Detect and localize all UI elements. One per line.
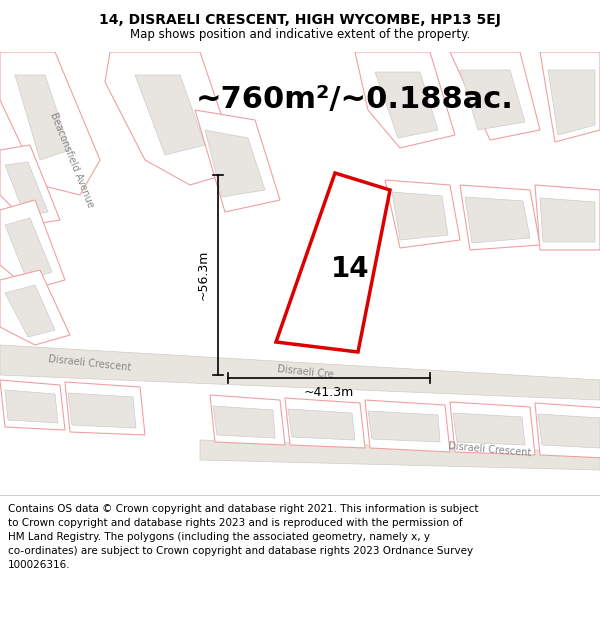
Polygon shape (15, 75, 70, 160)
Polygon shape (5, 285, 55, 337)
Text: Disraeli Cre: Disraeli Cre (277, 364, 334, 380)
Text: Beaconsfield Avenue: Beaconsfield Avenue (49, 111, 95, 209)
Polygon shape (285, 398, 365, 448)
Text: ~760m²/~0.188ac.: ~760m²/~0.188ac. (196, 85, 514, 114)
Polygon shape (465, 197, 530, 243)
Polygon shape (368, 411, 440, 442)
Polygon shape (205, 130, 265, 197)
Polygon shape (65, 382, 145, 435)
Polygon shape (450, 52, 540, 140)
Polygon shape (105, 52, 240, 185)
Polygon shape (355, 52, 455, 148)
Polygon shape (135, 75, 205, 155)
Polygon shape (540, 198, 595, 242)
Text: Disraeli Crescent: Disraeli Crescent (448, 441, 532, 459)
Polygon shape (68, 393, 136, 428)
Polygon shape (0, 52, 100, 195)
Text: Disraeli Crescent: Disraeli Crescent (48, 354, 132, 372)
Polygon shape (213, 406, 275, 438)
Text: Map shows position and indicative extent of the property.: Map shows position and indicative extent… (130, 28, 470, 41)
Polygon shape (365, 400, 450, 452)
Polygon shape (540, 52, 600, 142)
Text: ~41.3m: ~41.3m (304, 386, 354, 399)
Polygon shape (210, 395, 285, 445)
Polygon shape (0, 380, 65, 430)
Polygon shape (385, 180, 460, 248)
Text: 14: 14 (331, 255, 369, 283)
Polygon shape (538, 414, 600, 448)
Polygon shape (535, 185, 600, 250)
Polygon shape (375, 72, 438, 138)
Polygon shape (535, 403, 600, 458)
Polygon shape (288, 409, 355, 440)
Polygon shape (548, 70, 595, 135)
Polygon shape (276, 173, 390, 352)
Polygon shape (5, 162, 48, 216)
Polygon shape (0, 200, 65, 290)
Polygon shape (0, 145, 60, 225)
Polygon shape (5, 390, 58, 423)
Polygon shape (460, 70, 525, 130)
Text: Contains OS data © Crown copyright and database right 2021. This information is : Contains OS data © Crown copyright and d… (8, 504, 478, 569)
Polygon shape (460, 185, 540, 250)
Text: 14, DISRAELI CRESCENT, HIGH WYCOMBE, HP13 5EJ: 14, DISRAELI CRESCENT, HIGH WYCOMBE, HP1… (99, 13, 501, 27)
Polygon shape (0, 270, 70, 345)
Polygon shape (392, 192, 448, 240)
Text: ~56.3m: ~56.3m (197, 250, 210, 300)
Polygon shape (5, 218, 52, 280)
Polygon shape (453, 413, 525, 445)
Polygon shape (450, 402, 535, 455)
Polygon shape (200, 440, 600, 470)
Polygon shape (0, 345, 600, 400)
Polygon shape (195, 110, 280, 212)
